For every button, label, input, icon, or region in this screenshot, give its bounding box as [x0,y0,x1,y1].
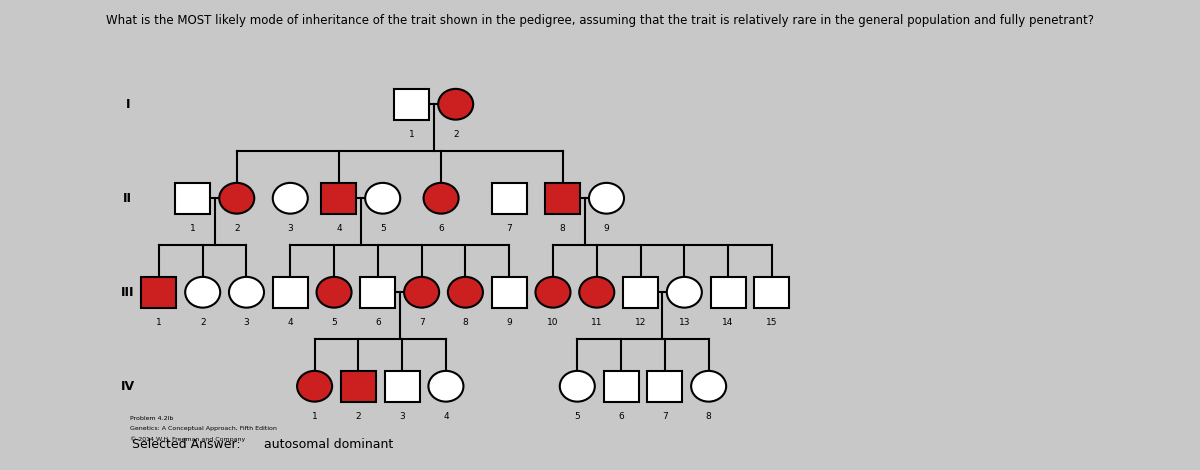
Text: 12: 12 [635,318,647,327]
Bar [647,371,683,402]
Bar [322,183,356,214]
Bar [755,277,790,308]
Text: 1: 1 [312,412,318,421]
Circle shape [220,183,254,214]
Circle shape [448,277,482,308]
Bar [395,89,430,120]
Text: 5: 5 [331,318,337,327]
Text: II: II [124,192,132,205]
Circle shape [438,89,473,120]
Circle shape [229,277,264,308]
Text: 2: 2 [234,224,240,233]
Text: 8: 8 [706,412,712,421]
Circle shape [365,183,401,214]
Circle shape [667,277,702,308]
Bar [545,183,581,214]
Circle shape [535,277,570,308]
Circle shape [559,371,595,402]
Bar [175,183,210,214]
Text: 5: 5 [575,412,580,421]
Text: 14: 14 [722,318,733,327]
Bar [492,183,527,214]
Text: 6: 6 [438,224,444,233]
Text: 4: 4 [443,412,449,421]
Bar [272,277,307,308]
Text: Selected Answer:: Selected Answer: [132,438,241,451]
Bar [341,371,376,402]
Text: 9: 9 [506,318,512,327]
Text: 4: 4 [288,318,293,327]
Text: 15: 15 [766,318,778,327]
Text: 6: 6 [618,412,624,421]
Text: 3: 3 [287,224,293,233]
Circle shape [424,183,458,214]
Text: 7: 7 [419,318,425,327]
Text: 2: 2 [355,412,361,421]
Circle shape [589,183,624,214]
Bar [623,277,658,308]
Text: 4: 4 [336,224,342,233]
Text: 8: 8 [560,224,565,233]
Circle shape [428,371,463,402]
Text: 13: 13 [678,318,690,327]
Text: 8: 8 [462,318,468,327]
Text: 7: 7 [506,224,512,233]
Text: 1: 1 [156,318,162,327]
Text: 2: 2 [452,130,458,139]
Text: I: I [126,98,130,111]
Text: IV: IV [121,380,134,393]
Text: 5: 5 [380,224,385,233]
Text: 9: 9 [604,224,610,233]
Text: autosomal dominant: autosomal dominant [264,438,394,451]
Text: 6: 6 [374,318,380,327]
Bar [360,277,395,308]
Circle shape [272,183,307,214]
Text: © 2014 W.H. Freeman and Company: © 2014 W.H. Freeman and Company [130,437,245,442]
Text: Genetics: A Conceptual Approach, Fifth Edition: Genetics: A Conceptual Approach, Fifth E… [130,426,277,431]
Bar [710,277,745,308]
Text: 11: 11 [592,318,602,327]
Text: What is the MOST likely mode of inheritance of the trait shown in the pedigree, : What is the MOST likely mode of inherita… [106,14,1094,27]
Circle shape [580,277,614,308]
Text: 3: 3 [244,318,250,327]
Circle shape [404,277,439,308]
Text: 1: 1 [409,130,415,139]
Text: 10: 10 [547,318,559,327]
Text: 2: 2 [200,318,205,327]
Circle shape [298,371,332,402]
Circle shape [185,277,221,308]
Text: 7: 7 [662,412,667,421]
Text: Problem 4.2lb: Problem 4.2lb [130,416,173,421]
Text: 1: 1 [190,224,196,233]
Text: III: III [121,286,134,299]
Bar [604,371,638,402]
Circle shape [691,371,726,402]
Circle shape [317,277,352,308]
Text: 3: 3 [400,412,406,421]
Bar [492,277,527,308]
Bar [385,371,420,402]
Bar [142,277,176,308]
